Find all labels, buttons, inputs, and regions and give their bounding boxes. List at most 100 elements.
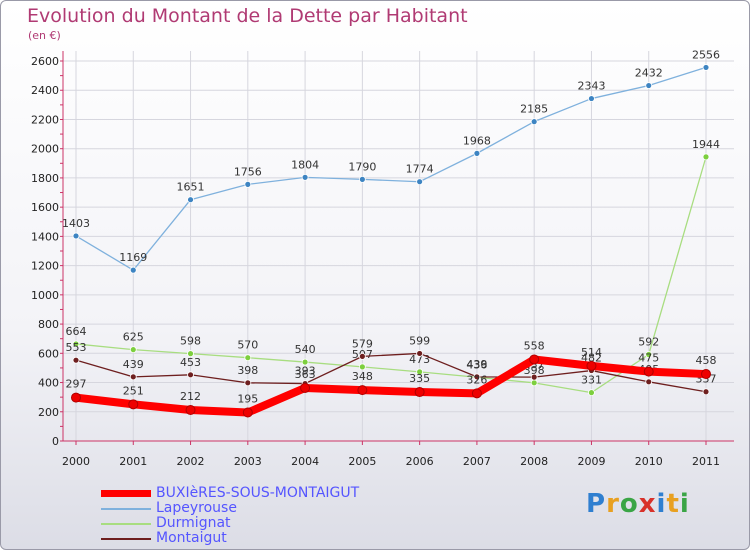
data-label: 1804	[291, 158, 319, 171]
data-point	[244, 379, 252, 387]
data-label: 1651	[177, 181, 205, 194]
y-tick-label: 600	[38, 347, 59, 360]
y-tick-label: 1000	[31, 289, 59, 302]
x-tick-label: 2009	[577, 455, 605, 468]
data-label: 326	[466, 373, 487, 386]
data-label: 558	[524, 339, 545, 352]
data-label: 553	[66, 341, 87, 354]
data-label: 398	[237, 364, 258, 377]
data-point	[701, 369, 711, 380]
series-line-3	[72, 355, 710, 417]
data-point	[358, 175, 366, 183]
data-point	[471, 388, 482, 399]
x-tick-label: 2006	[406, 455, 434, 468]
data-point	[300, 382, 311, 393]
data-point	[416, 350, 424, 357]
legend-swatch-durmignat	[101, 523, 151, 525]
data-point	[530, 373, 538, 381]
data-point	[301, 173, 309, 181]
chart-title: Evolution du Montant de la Dette par Hab…	[27, 5, 468, 27]
x-tick-label: 2002	[177, 455, 205, 468]
data-point	[71, 392, 81, 403]
legend-swatch-buxieres	[101, 490, 151, 497]
data-point	[645, 82, 653, 89]
data-point	[473, 149, 481, 157]
data-label: 1169	[119, 251, 147, 264]
data-point	[702, 64, 710, 71]
x-tick-label: 2011	[692, 455, 720, 468]
x-tick-label: 2005	[348, 455, 376, 468]
y-tick-label: 2400	[31, 84, 59, 97]
proxiti-logo: Proxiti	[586, 489, 690, 519]
data-label: 1774	[406, 163, 434, 176]
y-tick-label: 800	[38, 318, 59, 331]
x-tick-label: 2000	[62, 455, 90, 468]
data-label: 436	[466, 358, 487, 371]
data-point	[301, 358, 309, 366]
data-point	[529, 354, 540, 365]
x-tick-label: 2010	[635, 455, 663, 468]
data-label: 251	[123, 384, 144, 397]
data-label: 458	[696, 354, 717, 367]
x-tick-label: 2001	[119, 455, 147, 468]
data-point	[185, 405, 196, 416]
data-point	[645, 351, 653, 358]
y-tick-label: 400	[38, 377, 59, 390]
legend-swatch-montaigut	[101, 538, 151, 540]
data-point	[645, 378, 653, 386]
data-point	[129, 373, 137, 381]
data-label: 439	[123, 358, 144, 371]
unit-label: (en €)	[28, 29, 61, 42]
data-point	[702, 153, 710, 161]
data-label: 2343	[577, 80, 605, 93]
data-label: 2432	[635, 67, 663, 80]
data-point	[530, 379, 538, 387]
data-label: 297	[66, 378, 87, 391]
data-point	[244, 180, 252, 188]
data-label: 475	[638, 352, 659, 365]
data-point	[416, 178, 424, 186]
data-label: 439	[466, 358, 487, 371]
data-label: 212	[180, 390, 201, 403]
data-point	[128, 399, 139, 410]
data-point	[242, 407, 253, 418]
y-tick-label: 2000	[31, 143, 59, 156]
data-point	[187, 196, 194, 204]
legend-label-buxieres: BUXIèRES-SOUS-MONTAIGUT	[156, 485, 360, 501]
data-label: 1944	[692, 138, 720, 151]
data-point	[358, 363, 366, 371]
data-label: 2556	[692, 48, 720, 61]
data-label: 579	[352, 337, 373, 350]
data-label: 363	[295, 368, 316, 381]
data-label: 1968	[463, 134, 491, 147]
data-point	[187, 350, 194, 358]
data-label: 2185	[520, 103, 548, 116]
series-line-2	[75, 352, 707, 393]
data-point	[586, 360, 597, 371]
data-label: 1403	[62, 217, 90, 230]
legend-label-durmignat: Durmignat	[156, 515, 231, 531]
data-label: 514	[581, 346, 602, 359]
data-label: 1790	[348, 160, 376, 173]
data-label: 598	[180, 335, 201, 348]
data-point	[244, 354, 252, 362]
data-label: 540	[295, 343, 316, 356]
y-tick-label: 200	[38, 406, 59, 419]
x-tick-label: 2004	[291, 455, 319, 468]
y-tick-label: 0	[52, 435, 59, 448]
data-label: 592	[638, 335, 659, 348]
data-point	[702, 388, 710, 396]
data-point	[357, 385, 368, 396]
legend-swatch-lapeyrouse	[101, 508, 151, 510]
data-label: 335	[409, 372, 430, 385]
x-tick-label: 2007	[463, 455, 491, 468]
data-point	[473, 373, 481, 381]
data-point	[414, 387, 425, 398]
data-label: 570	[237, 339, 258, 352]
legend-label-lapeyrouse: Lapeyrouse	[156, 500, 237, 516]
data-point	[129, 266, 137, 274]
data-point	[416, 368, 424, 376]
y-tick-label: 1600	[31, 201, 59, 214]
